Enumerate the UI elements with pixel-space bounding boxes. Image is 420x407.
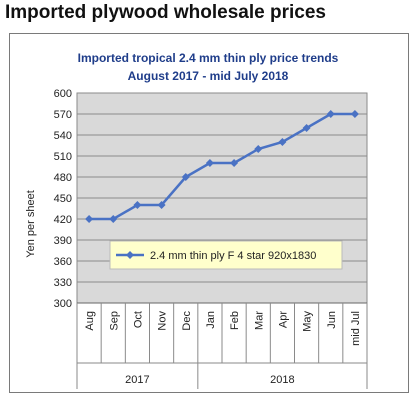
y-tick-label: 540 <box>54 130 72 142</box>
x-tick-label: Mar <box>253 311 265 330</box>
y-tick-label: 450 <box>54 193 72 205</box>
data-point <box>205 159 214 167</box>
x-tick-label: Sep <box>108 311 120 331</box>
legend-label: 2.4 mm thin ply F 4 star 920x1830 <box>150 250 316 262</box>
data-point <box>326 110 335 118</box>
legend-marker <box>126 251 134 259</box>
y-tick-label: 480 <box>54 172 72 184</box>
data-point <box>157 201 166 209</box>
y-tick-label: 390 <box>54 235 72 247</box>
data-point <box>230 159 239 167</box>
x-tick-label: Aug <box>84 311 96 331</box>
data-point <box>278 138 287 146</box>
y-tick-label: 420 <box>54 214 72 226</box>
series-line <box>89 112 355 221</box>
data-point <box>133 201 142 209</box>
price-line-chart: Imported tropical 2.4 mm thin ply price … <box>25 51 368 389</box>
data-point <box>350 110 359 118</box>
x-tick-label: May <box>302 311 314 332</box>
data-point <box>254 145 263 153</box>
chart-frame: Imported tropical 2.4 mm thin ply price … <box>9 33 409 393</box>
y-tick-label: 570 <box>54 109 72 121</box>
x-tick-label: Oct <box>132 311 144 328</box>
year-group-label: 2017 <box>125 374 149 386</box>
y-tick-label: 330 <box>54 277 72 289</box>
y-tick-label: 600 <box>54 88 72 100</box>
page-title: Imported plywood wholesale prices <box>5 2 326 23</box>
x-tick-label: Jun <box>326 311 338 329</box>
y-axis-label: Yen per sheet <box>25 190 37 257</box>
data-point <box>302 124 311 132</box>
legend-box <box>109 240 343 270</box>
y-tick-label: 360 <box>54 256 72 268</box>
x-tick-label: Apr <box>277 311 289 328</box>
x-tick-label: Dec <box>181 311 193 331</box>
x-tick-label: Feb <box>229 311 241 330</box>
x-tick-label: mid Jul <box>350 311 362 346</box>
data-point <box>85 215 94 223</box>
year-group-label: 2018 <box>270 374 294 386</box>
chart-subtitle: August 2017 - mid July 2018 <box>128 69 289 83</box>
data-point <box>181 173 190 181</box>
x-tick-label: Jan <box>205 311 217 329</box>
y-tick-label: 510 <box>54 151 72 163</box>
data-point <box>109 215 118 223</box>
y-tick-label: 300 <box>54 298 72 310</box>
x-tick-label: Nov <box>157 311 169 331</box>
chart-title: Imported tropical 2.4 mm thin ply price … <box>78 51 339 65</box>
